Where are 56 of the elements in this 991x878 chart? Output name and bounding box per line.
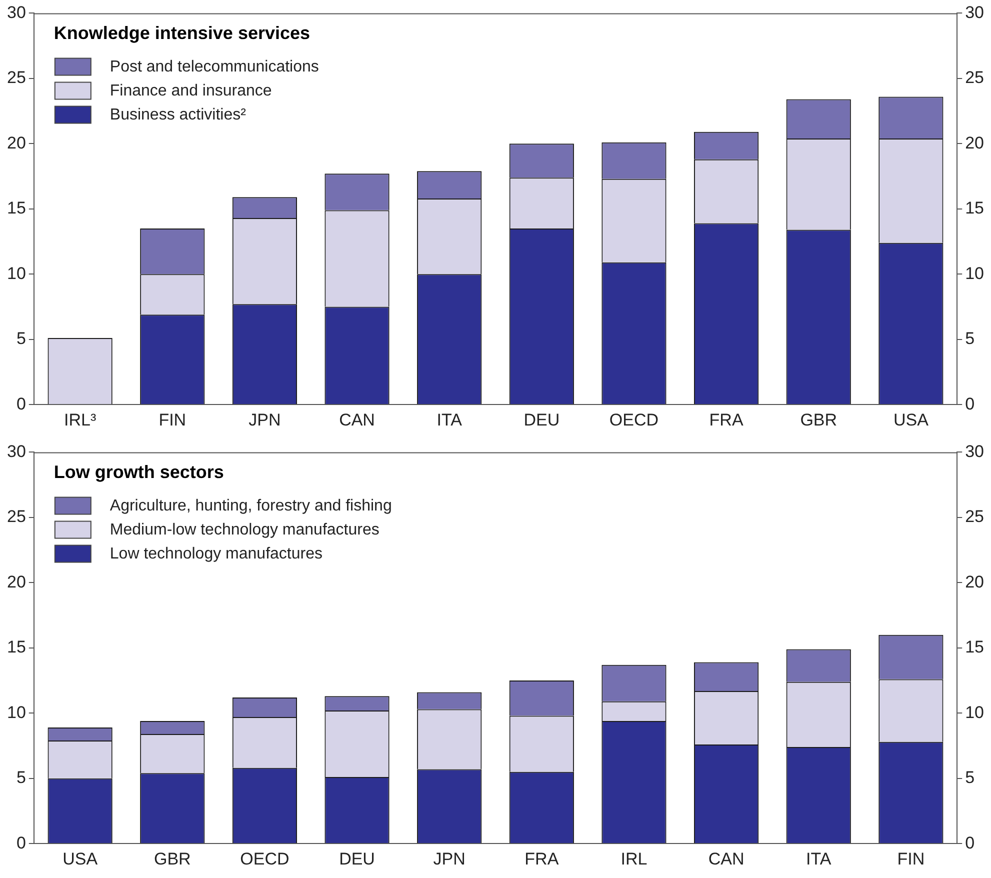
y-tick-label: 20 xyxy=(6,133,26,152)
y-tick-label: 5 xyxy=(16,768,26,788)
y2-tick-label: 5 xyxy=(965,768,975,788)
legend-label: Post and telecommunications xyxy=(110,58,319,76)
legend-label: Low technology manufactures xyxy=(110,546,322,563)
x-tick-label: IRL xyxy=(620,849,648,868)
x-tick-label: OECD xyxy=(609,410,659,430)
y-tick-label: 5 xyxy=(16,329,26,348)
x-tick-label: USA xyxy=(893,410,930,430)
y-tick-label: 0 xyxy=(16,833,26,852)
x-tick-label: ITA xyxy=(436,410,463,430)
y-tick-label: 10 xyxy=(6,702,26,722)
y2-tick-label: 10 xyxy=(965,264,984,283)
x-tick-label: GBR xyxy=(800,410,838,430)
text: Low growth sectors xyxy=(54,462,224,482)
y-tick-label: 10 xyxy=(6,264,26,283)
x-tick-label: JPN xyxy=(248,410,281,430)
x-tick-label: CAN xyxy=(339,410,375,430)
y2-tick-label: 20 xyxy=(965,572,984,592)
y2-tick-label: 10 xyxy=(965,702,984,722)
legend-label: Medium-low technology manufactures xyxy=(110,522,380,539)
x-tick-label: FRA xyxy=(524,849,560,868)
y-tick-label: 25 xyxy=(6,507,26,526)
legend-label: Business activities² xyxy=(110,106,247,124)
y2-tick-label: 20 xyxy=(965,133,984,152)
x-tick-label: DEU xyxy=(524,410,560,430)
y-tick-label: 30 xyxy=(6,2,26,22)
y-tick-label: 0 xyxy=(16,394,26,414)
y-tick-label: 15 xyxy=(6,198,26,218)
x-tick-label: GBR xyxy=(154,849,191,868)
y2-tick-label: 30 xyxy=(965,442,984,461)
x-tick-label: FRA xyxy=(709,410,744,430)
y2-tick-label: 15 xyxy=(965,198,984,218)
x-tick-label: FIN xyxy=(897,849,925,868)
x-tick-label: IRL³ xyxy=(64,410,96,430)
y-tick-label: 15 xyxy=(6,638,26,657)
x-tick-label: CAN xyxy=(708,849,744,868)
y-tick-label: 20 xyxy=(6,572,26,592)
x-tick-label: OECD xyxy=(240,849,290,868)
x-tick-label: DEU xyxy=(339,849,375,868)
y2-tick-label: 0 xyxy=(965,833,975,852)
x-tick-label: FIN xyxy=(158,410,186,430)
x-tick-label: ITA xyxy=(806,849,832,868)
legend-label: Finance and insurance xyxy=(110,82,272,100)
text: Knowledge intensive services xyxy=(54,23,310,44)
legend-label: Agriculture, hunting, forestry and fishing xyxy=(110,498,392,515)
x-tick-label: JPN xyxy=(433,849,466,868)
y2-tick-label: 30 xyxy=(965,2,984,22)
y-tick-label: 25 xyxy=(6,68,26,88)
y2-tick-label: 25 xyxy=(965,507,984,526)
y-tick-label: 30 xyxy=(6,442,26,461)
x-tick-label: USA xyxy=(62,849,98,868)
y2-tick-label: 0 xyxy=(965,394,975,414)
y2-tick-label: 15 xyxy=(965,638,984,657)
y2-tick-label: 25 xyxy=(965,68,984,88)
y2-tick-label: 5 xyxy=(965,329,975,348)
